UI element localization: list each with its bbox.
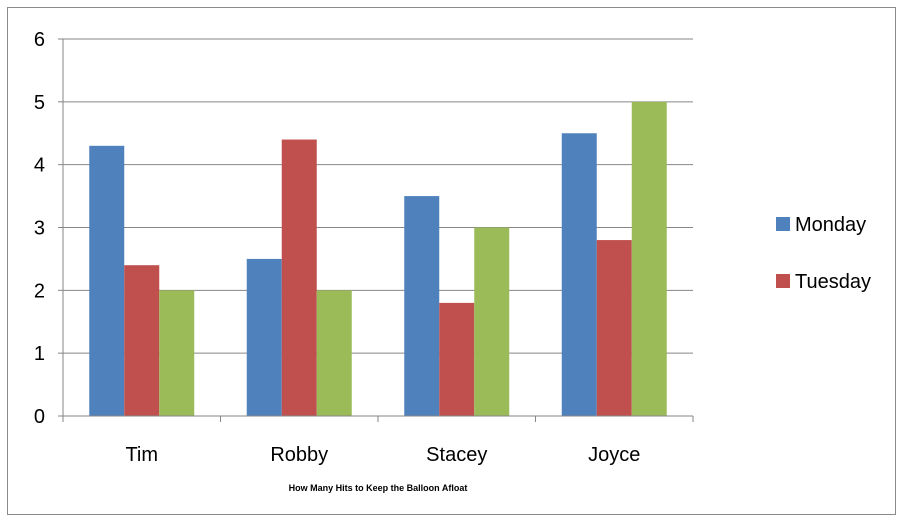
- legend-label: Tuesday: [795, 271, 871, 293]
- bar: [89, 145, 125, 417]
- y-tick-label: 0: [34, 406, 45, 428]
- bar: [246, 258, 282, 416]
- chart-frame: [7, 7, 896, 515]
- x-axis-title: How Many Hits to Keep the Balloon Afloat: [289, 483, 468, 493]
- bar: [631, 101, 667, 416]
- category-label: Stacey: [426, 444, 487, 466]
- bar: [596, 240, 632, 416]
- category-label: Tim: [125, 444, 158, 466]
- bar: [474, 227, 510, 416]
- category-label: Robby: [270, 444, 328, 466]
- y-tick-label: 1: [34, 343, 45, 365]
- bar: [316, 290, 352, 416]
- bar: [281, 139, 317, 417]
- legend-label: Monday: [795, 214, 866, 236]
- y-tick-label: 2: [34, 280, 45, 302]
- bar: [561, 133, 597, 416]
- legend-swatch: [776, 217, 790, 231]
- legend: Monday Tuesday: [776, 214, 871, 293]
- category-labels: Tim Robby Stacey Joyce: [125, 444, 640, 466]
- bar: [439, 302, 475, 416]
- y-tick-labels: 0 1 2 3 4 5 6: [34, 29, 45, 428]
- axes: [58, 38, 694, 422]
- legend-swatch: [776, 274, 790, 288]
- bar: [124, 265, 160, 416]
- y-tick-label: 6: [34, 29, 45, 51]
- y-tick-label: 4: [34, 155, 45, 177]
- bar: [159, 290, 195, 416]
- bar: [404, 196, 440, 416]
- bars: [89, 101, 667, 417]
- y-tick-label: 3: [34, 218, 45, 240]
- y-tick-label: 5: [34, 92, 45, 114]
- category-label: Joyce: [588, 444, 640, 466]
